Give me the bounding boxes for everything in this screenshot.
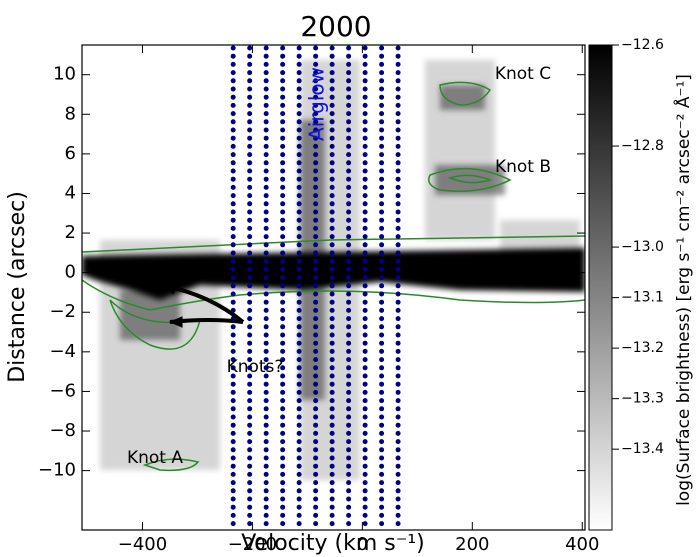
x-tick-label: 0	[357, 534, 368, 555]
annotation: Knot B	[495, 157, 551, 177]
airglow-lines	[230, 45, 401, 530]
colorbar-ticks: −12.6 −12.8 −13.0 −13.1 −13.2 −13.3 −13.4	[612, 37, 664, 457]
colorbar-tick-label: −13.2	[621, 340, 664, 356]
x-axis-label: Velocity (km s⁻¹)	[241, 531, 425, 556]
annotation-arrows	[163, 283, 245, 328]
plot-frame	[81, 44, 586, 531]
chart-title: 2000	[300, 10, 371, 43]
y-tick-label: −6	[49, 380, 76, 401]
colorbar	[588, 44, 613, 531]
x-tick-label: 400	[565, 534, 599, 555]
y-tick-label: 0	[65, 262, 76, 283]
colorbar-tick-label: −13.3	[621, 391, 664, 407]
axes: −400 −200 0 200 400 −10 −8 −6 −4 −2 0 2 4 6 8 10	[38, 45, 599, 555]
annotation: Airglow	[305, 67, 329, 141]
y-tick-label: 4	[65, 182, 76, 203]
annotation: Knot A	[127, 448, 183, 468]
annotation: Knot C	[495, 64, 551, 84]
y-tick-label: −10	[38, 460, 76, 481]
y-tick-label: 2	[65, 222, 76, 243]
colorbar-tick-label: −12.6	[621, 37, 664, 53]
x-tick-label: 200	[455, 534, 489, 555]
colorbar-label: log(Surface brightness) [erg s⁻¹ cm⁻² ar…	[672, 74, 694, 506]
y-tick-label: 6	[65, 143, 76, 164]
colorbar-tick-label: −13.1	[621, 290, 664, 306]
y-axis-label: Distance (arcsec)	[5, 191, 30, 383]
y-tick-label: −4	[49, 341, 76, 362]
y-tick-label: −2	[49, 301, 76, 322]
y-tick-label: −8	[49, 420, 76, 441]
colorbar-tick-label: −12.8	[621, 138, 664, 154]
x-tick-label: −200	[228, 534, 277, 555]
annotation: Knots?	[227, 357, 284, 377]
colorbar-tick-label: −13.4	[621, 441, 664, 457]
y-tick-label: 8	[65, 103, 76, 124]
y-tick-label: 10	[53, 64, 76, 85]
colorbar-tick-label: −13.0	[621, 239, 664, 255]
x-tick-label: −400	[118, 534, 167, 555]
